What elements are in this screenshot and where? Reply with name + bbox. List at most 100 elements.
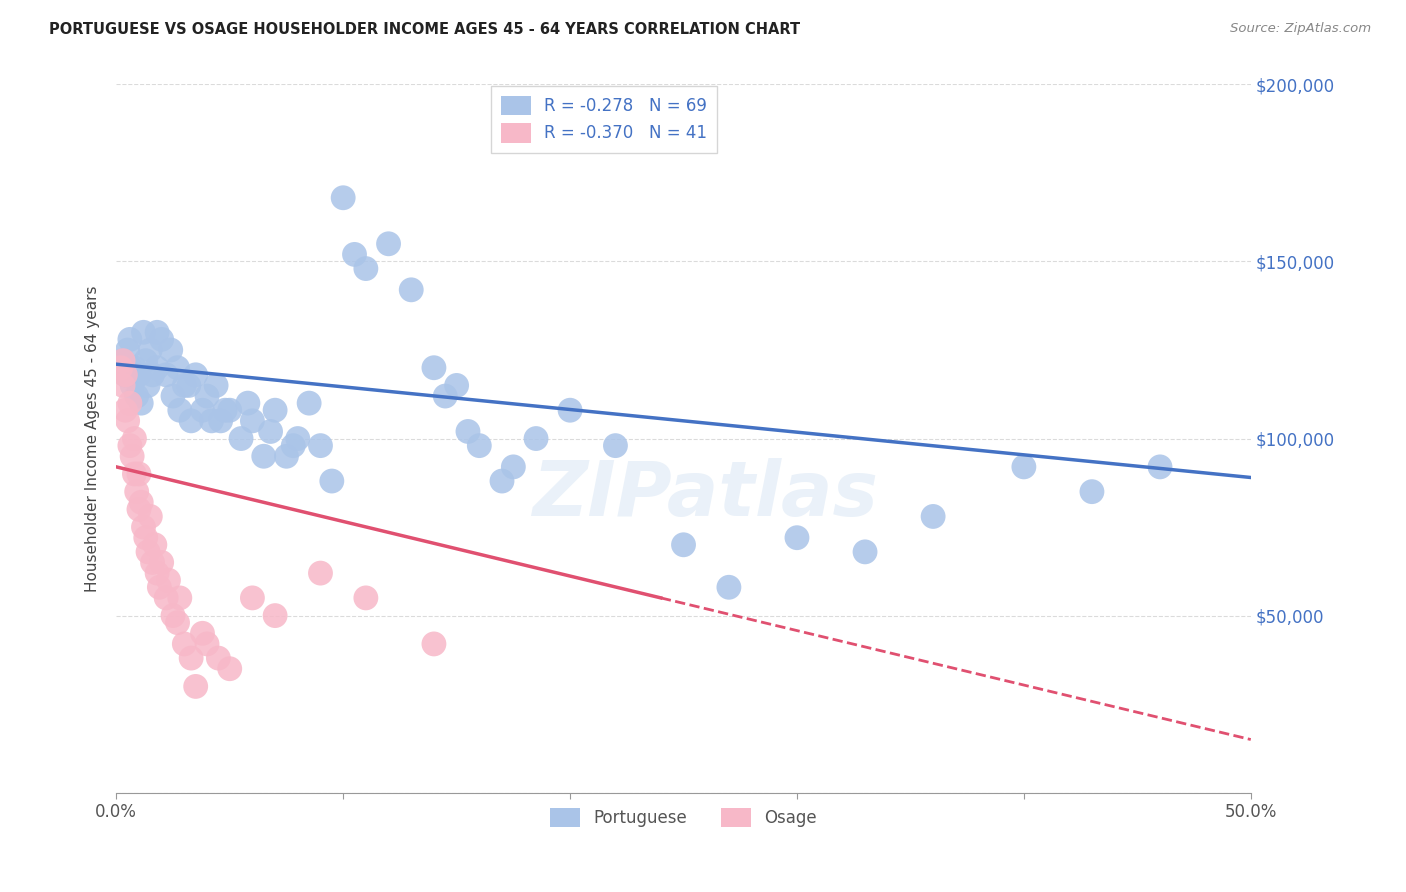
Point — [136, 378, 159, 392]
Point — [298, 396, 321, 410]
Point — [502, 459, 524, 474]
Point — [1149, 459, 1171, 474]
Point — [118, 396, 141, 410]
Point — [150, 332, 173, 346]
Point — [118, 332, 141, 346]
Point — [129, 495, 152, 509]
Point — [332, 191, 354, 205]
Point — [114, 368, 136, 382]
Point — [150, 556, 173, 570]
Point — [117, 343, 139, 357]
Point — [121, 378, 143, 392]
Point — [146, 566, 169, 580]
Point — [209, 414, 232, 428]
Point — [129, 396, 152, 410]
Point — [180, 414, 202, 428]
Point — [242, 414, 264, 428]
Point — [128, 368, 150, 382]
Point — [162, 608, 184, 623]
Point — [321, 474, 343, 488]
Point — [922, 509, 945, 524]
Point — [264, 403, 287, 417]
Point — [229, 432, 252, 446]
Point — [135, 353, 157, 368]
Point — [283, 439, 305, 453]
Point — [259, 425, 281, 439]
Point — [117, 414, 139, 428]
Point — [143, 538, 166, 552]
Point — [214, 403, 236, 417]
Point — [377, 236, 399, 251]
Y-axis label: Householder Income Ages 45 - 64 years: Householder Income Ages 45 - 64 years — [86, 285, 100, 591]
Point — [184, 368, 207, 382]
Point — [264, 608, 287, 623]
Point — [128, 467, 150, 481]
Point — [132, 520, 155, 534]
Point — [135, 531, 157, 545]
Point — [354, 591, 377, 605]
Point — [136, 545, 159, 559]
Point — [205, 378, 228, 392]
Point — [191, 626, 214, 640]
Point — [142, 556, 165, 570]
Point — [148, 580, 170, 594]
Point — [253, 449, 276, 463]
Point — [195, 389, 218, 403]
Point — [399, 283, 422, 297]
Point — [125, 484, 148, 499]
Point — [124, 432, 146, 446]
Point — [423, 637, 446, 651]
Point — [173, 378, 195, 392]
Point — [195, 637, 218, 651]
Point — [110, 360, 132, 375]
Point — [124, 360, 146, 375]
Point — [114, 403, 136, 417]
Point — [173, 637, 195, 651]
Point — [166, 615, 188, 630]
Point — [207, 651, 229, 665]
Point — [118, 439, 141, 453]
Point — [200, 414, 222, 428]
Point — [157, 573, 180, 587]
Point — [1081, 484, 1104, 499]
Point — [468, 439, 491, 453]
Point — [218, 662, 240, 676]
Point — [1012, 459, 1035, 474]
Point — [146, 326, 169, 340]
Text: PORTUGUESE VS OSAGE HOUSEHOLDER INCOME AGES 45 - 64 YEARS CORRELATION CHART: PORTUGUESE VS OSAGE HOUSEHOLDER INCOME A… — [49, 22, 800, 37]
Point — [180, 651, 202, 665]
Point — [218, 403, 240, 417]
Point — [242, 591, 264, 605]
Point — [717, 580, 740, 594]
Point — [309, 566, 332, 580]
Point — [491, 474, 513, 488]
Point — [423, 360, 446, 375]
Point — [112, 353, 135, 368]
Point — [343, 247, 366, 261]
Point — [434, 389, 457, 403]
Point — [142, 368, 165, 382]
Legend: Portuguese, Osage: Portuguese, Osage — [544, 801, 824, 834]
Point — [457, 425, 479, 439]
Point — [524, 432, 547, 446]
Point — [446, 378, 468, 392]
Point — [112, 353, 135, 368]
Point — [191, 403, 214, 417]
Point — [139, 509, 162, 524]
Point — [184, 680, 207, 694]
Text: Source: ZipAtlas.com: Source: ZipAtlas.com — [1230, 22, 1371, 36]
Point — [672, 538, 695, 552]
Point — [786, 531, 808, 545]
Point — [236, 396, 259, 410]
Point — [155, 368, 177, 382]
Point — [114, 368, 136, 382]
Point — [162, 389, 184, 403]
Point — [155, 591, 177, 605]
Point — [276, 449, 298, 463]
Point — [287, 432, 309, 446]
Point — [159, 343, 181, 357]
Point — [139, 343, 162, 357]
Point — [166, 360, 188, 375]
Point — [177, 378, 200, 392]
Point — [112, 378, 135, 392]
